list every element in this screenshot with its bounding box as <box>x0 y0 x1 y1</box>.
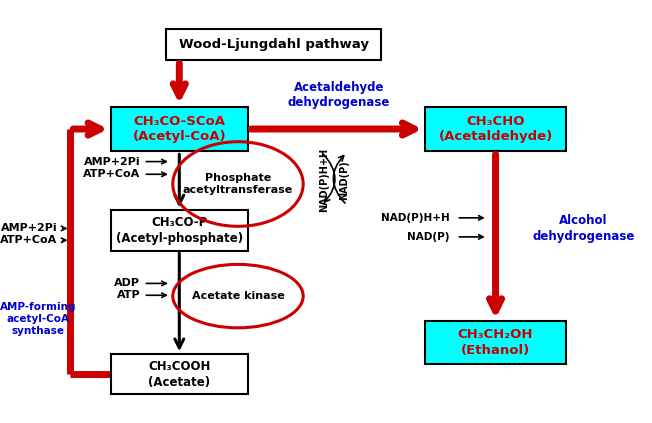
Text: AMP+2Pi: AMP+2Pi <box>1 223 57 233</box>
Text: Phosphate
acetyltransferase: Phosphate acetyltransferase <box>183 173 293 195</box>
Text: CH₃CH₂OH
(Ethanol): CH₃CH₂OH (Ethanol) <box>458 328 533 357</box>
Text: Wood-Ljungdahl pathway: Wood-Ljungdahl pathway <box>179 38 369 51</box>
Text: NAD(P): NAD(P) <box>339 160 349 200</box>
Text: ATP+CoA: ATP+CoA <box>83 169 140 179</box>
Text: NAD(P): NAD(P) <box>408 232 450 242</box>
FancyBboxPatch shape <box>426 107 566 151</box>
Text: ATP+CoA: ATP+CoA <box>0 235 57 245</box>
Text: CH₃COOH
(Acetate): CH₃COOH (Acetate) <box>148 360 211 389</box>
Text: ADP: ADP <box>114 278 140 288</box>
Text: CH₃CHO
(Acetaldehyde): CH₃CHO (Acetaldehyde) <box>438 115 553 143</box>
Text: Acetaldehyde
dehydrogenase: Acetaldehyde dehydrogenase <box>288 81 391 110</box>
FancyBboxPatch shape <box>111 354 248 394</box>
FancyBboxPatch shape <box>111 210 248 250</box>
Text: AMP+2Pi: AMP+2Pi <box>83 157 140 167</box>
FancyBboxPatch shape <box>111 107 248 151</box>
Text: NAD(P)H+H: NAD(P)H+H <box>381 213 450 223</box>
Text: CH₃CO-SCoA
(Acetyl-CoA): CH₃CO-SCoA (Acetyl-CoA) <box>132 115 226 143</box>
Text: CH₃CO-P
(Acetyl-phosphate): CH₃CO-P (Acetyl-phosphate) <box>116 216 243 245</box>
Text: Alcohol
dehydrogenase: Alcohol dehydrogenase <box>532 214 635 243</box>
FancyBboxPatch shape <box>166 29 381 60</box>
FancyBboxPatch shape <box>426 321 566 364</box>
Text: AMP-forming
acetyl-CoA
synthase: AMP-forming acetyl-CoA synthase <box>0 302 76 336</box>
Text: Acetate kinase: Acetate kinase <box>192 291 284 301</box>
Text: NAD(P)H+H: NAD(P)H+H <box>319 148 329 212</box>
Text: ATP: ATP <box>117 290 140 300</box>
